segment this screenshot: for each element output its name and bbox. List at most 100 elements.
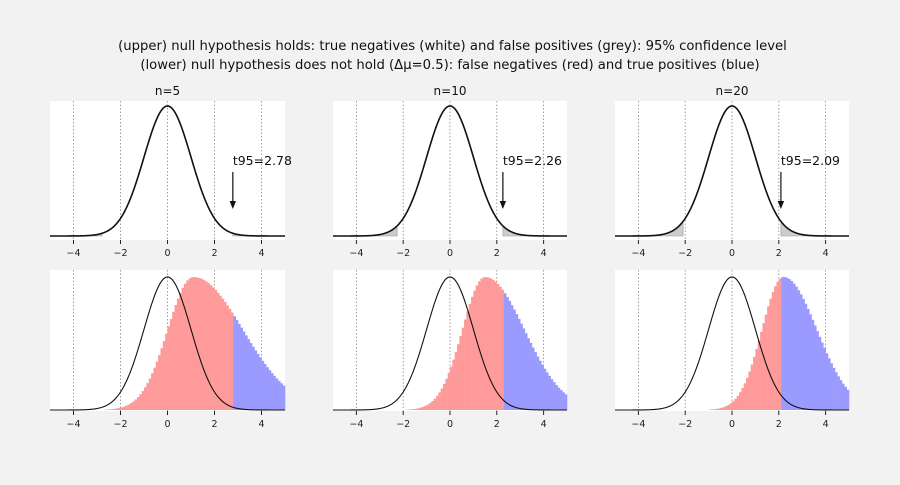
lower-panel-0-histogram: [104, 277, 286, 410]
lower-panel-1-true-positive-bar: [538, 360, 542, 410]
lower-panel-2-false-negative-bar: [746, 377, 749, 410]
lower-panel-1-false-negative-bar: [426, 404, 430, 410]
lower-panel-0-false-negative-bar: [226, 305, 229, 410]
lower-panel-1-false-negative-bar: [478, 281, 481, 410]
lower-panel-0-false-negative-bar: [176, 298, 180, 410]
lower-panel-0-false-negative-bar: [139, 394, 142, 410]
lower-panel-0-false-negative-bar: [165, 333, 168, 410]
lower-panel-0-false-negative-bar: [120, 407, 124, 410]
lower-panel-1-false-negative-bar: [442, 383, 446, 410]
lower-panel-1-false-negative-bar: [475, 285, 479, 410]
lower-panel-0-false-negative-bar: [223, 301, 227, 410]
lower-panel-0-true-positive-bar: [266, 367, 269, 410]
lower-panel-0-false-negative-bar: [209, 285, 213, 410]
lower-panel-2-false-negative-bar: [778, 278, 782, 410]
lower-panel-1-true-positive-bar: [503, 293, 507, 410]
lower-panel-1-false-negative-bar: [457, 344, 460, 410]
lower-panel-2-false-negative-bar: [729, 403, 733, 410]
lower-panel-1-false-negative-bar: [480, 278, 484, 410]
lower-panel-1-false-negative-bar: [421, 406, 425, 410]
lower-panel-1-false-negative-bar: [461, 327, 465, 410]
lower-panel-1-tick-label: 0: [447, 419, 453, 430]
lower-panel-1-true-positive-bar: [545, 372, 549, 410]
lower-panel-2-tick-label: 4: [823, 419, 829, 430]
lower-panel-1-false-negative-bar: [464, 319, 467, 410]
upper-panel-0-n-label: n=5: [155, 84, 180, 98]
lower-panel-0-false-negative-bar: [186, 280, 189, 410]
lower-panel-0-false-negative-bar: [212, 287, 215, 410]
lower-panel-2-false-negative-bar: [710, 409, 714, 410]
lower-panel-1-true-positive-bar: [515, 314, 519, 410]
lower-panel-1-true-positive-bar: [541, 364, 544, 410]
upper-panel-1-tick-label: −2: [396, 248, 410, 259]
lower-panel-0-false-negative-bar: [108, 409, 112, 410]
lower-panel-1-false-negative-bar: [499, 286, 502, 410]
lower-panel-2-false-negative-bar: [764, 314, 768, 410]
lower-panel-0-false-negative-bar: [179, 292, 182, 410]
lower-panel-0-true-positive-bar: [245, 335, 248, 410]
lower-panel-2-true-positive-bar: [783, 277, 787, 410]
upper-panel-2-tick-label: 4: [823, 248, 829, 259]
lower-panel-1-true-positive-bar: [529, 342, 533, 410]
lower-panel-0-tick-label: −2: [113, 419, 127, 430]
upper-panel-0-tick-label: −4: [66, 248, 80, 259]
lower-panel-0-true-positive-bar: [249, 342, 253, 410]
lower-panel-2-true-positive-bar: [811, 319, 815, 410]
upper-panel-1-t95-label: t95=2.26: [503, 153, 562, 168]
lower-panel-0-tick-label: −4: [66, 419, 80, 430]
upper-panel-2-tick-label: −4: [631, 248, 645, 259]
lower-panel-2-true-positive-bar: [813, 325, 817, 410]
lower-panel-0-false-negative-bar: [115, 408, 119, 410]
lower-panel-0-false-negative-bar: [134, 399, 138, 410]
lower-panel-1-false-negative-bar: [435, 395, 439, 410]
lower-panel-1-false-negative-bar: [489, 278, 493, 410]
lower-panel-2-false-negative-bar: [732, 401, 735, 410]
lower-panel-1-true-positive-bar: [531, 347, 535, 410]
lower-panel-0-false-negative-bar: [148, 378, 152, 410]
lower-panel-2-true-positive-bar: [804, 303, 808, 410]
lower-panel-2-false-negative-bar: [748, 371, 752, 410]
lower-panel-1-false-negative-bar: [428, 402, 432, 410]
lower-panel-2-false-negative-bar: [767, 306, 770, 410]
lower-panel-1-true-positive-bar: [510, 305, 514, 410]
lower-panel-1-true-positive-bar: [513, 309, 516, 410]
lower-panel-1-false-negative-bar: [496, 284, 500, 410]
lower-panel-0-null-curve: [50, 276, 285, 411]
upper-panel-1-n-label: n=10: [434, 84, 467, 98]
lower-panel-2-true-positive-bar: [827, 358, 831, 410]
lower-panel-0-false-negative-bar: [198, 277, 201, 410]
upper-panel-0-tick-label: −2: [113, 248, 127, 259]
lower-panel-2-true-positive-bar: [818, 336, 822, 410]
lower-panel-1-false-negative-bar: [433, 398, 437, 410]
lower-panel-2-false-negative-bar: [739, 392, 742, 410]
lower-panel-2-tick-label: 2: [776, 419, 782, 430]
lower-panel-0-true-positive-bar: [280, 383, 283, 410]
lower-panel-0-false-negative-bar: [146, 383, 149, 410]
upper-panel-0-background: [50, 101, 285, 240]
lower-panel-2-true-positive-bar: [790, 280, 794, 410]
lower-panel-0-false-negative-bar: [136, 396, 140, 410]
lower-panel-2-false-negative-bar: [722, 407, 726, 410]
lower-panel-0-true-positive-bar: [233, 316, 236, 410]
lower-panel-2-true-positive-bar: [834, 372, 838, 410]
lower-panel-0-true-positive-bar: [282, 385, 286, 410]
lower-panel-2-false-negative-bar: [727, 404, 730, 410]
lower-panel-0-true-positive-bar: [270, 373, 274, 410]
lower-panel-0-false-negative-bar: [195, 277, 199, 410]
lower-panel-1-false-negative-bar: [417, 408, 420, 410]
lower-panel-1-true-positive-bar: [517, 318, 521, 410]
lower-panel-1-false-negative-bar: [468, 303, 472, 410]
lower-panel-0-true-positive-bar: [268, 370, 272, 410]
lower-panel-2-false-negative-bar: [736, 395, 740, 410]
lower-panel-0-false-negative-bar: [207, 283, 211, 410]
lower-panel-0-false-negative-bar: [174, 305, 178, 410]
lower-panel-0-false-negative-bar: [111, 409, 114, 410]
lower-panel-1-true-positive-bar: [536, 356, 540, 410]
lower-panel-1-true-positive-bar: [550, 379, 554, 410]
lower-panel-2-true-positive-bar: [841, 383, 845, 410]
upper-panel-0-t95-arrowhead: [229, 201, 237, 209]
upper-panel-0-tick-label: 4: [258, 248, 264, 259]
lower-panel-2-true-positive-bar: [795, 286, 798, 410]
lower-panel-1-false-negative-bar: [412, 409, 416, 410]
